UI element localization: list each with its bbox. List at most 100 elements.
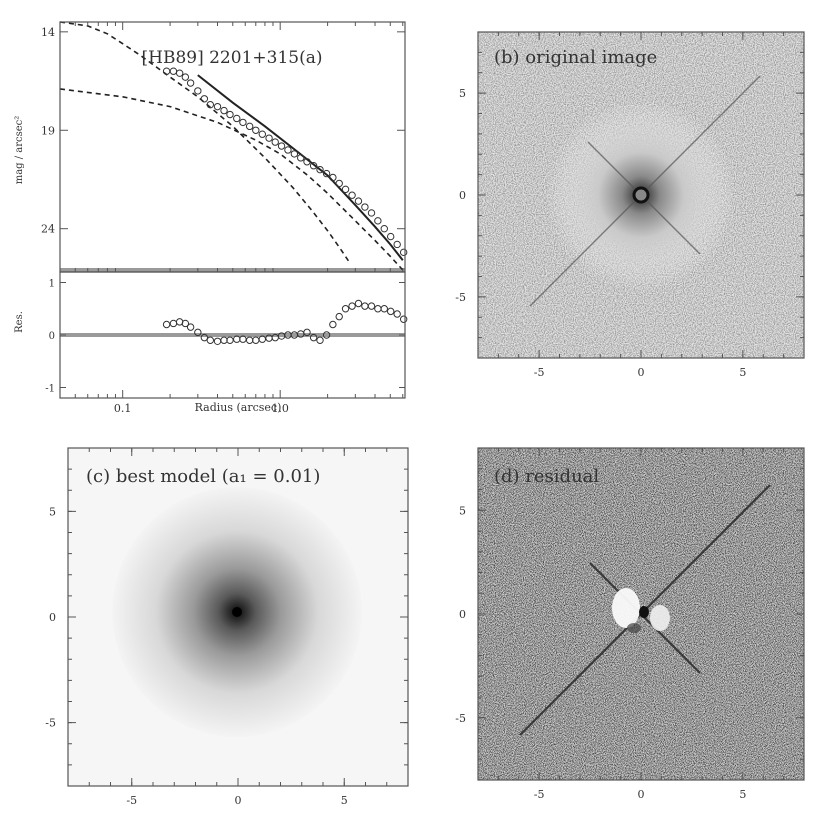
original-title: (b) original image xyxy=(494,47,657,68)
profile-data-point xyxy=(309,162,318,170)
residual-y-tick-label: 1 xyxy=(49,279,55,290)
profile-data-point xyxy=(245,122,254,131)
profile-data-point xyxy=(303,158,311,166)
profile-data-point xyxy=(380,224,388,233)
profile-component-curve xyxy=(59,21,352,265)
residual-data-point xyxy=(354,299,363,308)
residual-data-point xyxy=(341,305,350,313)
model-image xyxy=(68,448,408,786)
profile-component-curve xyxy=(59,88,404,271)
model-y-tick-label: 5 xyxy=(49,505,56,518)
profile-data-point xyxy=(175,69,184,77)
panel-original: (b) original image xyxy=(477,31,805,359)
profile-data-point xyxy=(316,165,324,174)
residual-data-point xyxy=(309,333,318,342)
tick-layer: 0.1 1.0 14 19 24 1 0 -1 -5 0 5 5 0 -5 -5 0 5 5 0 -5 -5 0 5 5 0 -5 xyxy=(41,22,805,807)
residual-x-tick-label: 0 xyxy=(638,788,645,801)
original-y-tick-label: 5 xyxy=(459,87,466,100)
profile-data-point xyxy=(322,169,331,178)
panel-profile: [HB89] 2201+315(a) Radius (arcsec) mag /… xyxy=(14,21,408,414)
profile-x-tick-label: 1.0 xyxy=(271,402,289,415)
residual-data-point xyxy=(316,336,324,344)
profile-data-point xyxy=(290,150,299,158)
model-x-tick-label: 5 xyxy=(341,794,348,807)
residual-data-point xyxy=(335,312,343,321)
profile-data-point xyxy=(200,95,209,103)
profile-data-point xyxy=(226,110,234,119)
original-x-tick-label: -5 xyxy=(534,366,545,379)
profile-x-tick-label: 0.1 xyxy=(114,402,132,415)
profile-data-point xyxy=(258,130,267,138)
residual-data-point xyxy=(200,333,209,342)
residual-data-point xyxy=(348,302,356,310)
profile-data-point xyxy=(220,106,228,115)
profile-data-point xyxy=(186,79,195,87)
residual-data-point xyxy=(226,336,234,344)
profile-data-point xyxy=(181,73,190,81)
profile-data-point xyxy=(329,173,337,182)
residual-data-point xyxy=(380,305,388,313)
profile-data-point xyxy=(271,138,279,146)
profile-data-point xyxy=(233,114,241,123)
residual-data-point xyxy=(367,302,376,310)
profile-xlabel: Radius (arcsec) xyxy=(195,401,282,414)
original-x-tick-label: 0 xyxy=(638,366,645,379)
residual-y-tick-label: 0 xyxy=(49,331,55,342)
original-image xyxy=(478,32,804,358)
profile-ylabel-top: mag / arcsec² xyxy=(14,116,25,185)
profile-data-point xyxy=(297,154,305,162)
model-x-tick-label: -5 xyxy=(126,794,137,807)
profile-y-tick-label: 14 xyxy=(41,26,55,39)
residual-y-tick-label: 5 xyxy=(459,504,466,517)
profile-data-point xyxy=(393,240,401,249)
original-x-tick-label: 5 xyxy=(739,366,746,379)
profile-data-point xyxy=(206,100,215,109)
residual-data-point xyxy=(181,319,190,328)
residual-title: (d) residual xyxy=(494,466,599,487)
model-y-tick-label: 0 xyxy=(49,611,56,624)
residual-data-point xyxy=(303,328,311,337)
original-y-tick-label: -5 xyxy=(455,291,466,304)
profile-data-point xyxy=(386,232,395,241)
residual-data-point xyxy=(393,310,401,318)
panel-residual: (d) residual xyxy=(477,447,805,781)
residual-data-point xyxy=(386,307,395,316)
residual-y-tick-label: 0 xyxy=(459,608,466,621)
panel-model: (c) best model (a₁ = 0.01) xyxy=(67,447,409,787)
residual-data-point xyxy=(186,323,195,331)
profile-data-point xyxy=(367,209,376,217)
original-y-tick-label: 0 xyxy=(459,189,466,202)
model-x-tick-label: 0 xyxy=(235,794,242,807)
residual-y-tick-label: -5 xyxy=(455,712,466,725)
profile-title: [HB89] 2201+315(a) xyxy=(142,48,323,68)
residual-y-tick-label: -1 xyxy=(45,384,55,395)
residual-image xyxy=(478,448,804,780)
residual-data-point xyxy=(322,331,331,339)
profile-data-point xyxy=(194,87,202,95)
profile-y-tick-label: 24 xyxy=(41,223,55,236)
residual-data-point xyxy=(329,320,337,329)
profile-total-model-curve xyxy=(197,74,404,261)
profile-data-point xyxy=(239,118,247,127)
residual-data-point xyxy=(206,336,215,344)
profile-y-tick-label: 19 xyxy=(41,124,55,137)
residual-data-point xyxy=(399,315,408,323)
profile-data-point xyxy=(399,248,408,257)
profile-data-point xyxy=(335,179,343,188)
profile-data-point xyxy=(284,146,292,154)
residual-data-point xyxy=(162,320,171,329)
profile-data-point xyxy=(361,203,369,211)
profile-data-point xyxy=(354,197,363,205)
profile-data-point xyxy=(341,185,350,194)
model-y-tick-label: -5 xyxy=(45,717,56,730)
profile-data-point xyxy=(252,126,260,134)
profile-data-point xyxy=(348,191,356,199)
model-title: (c) best model (a₁ = 0.01) xyxy=(86,466,320,487)
profile-ylabel-bottom: Res. xyxy=(14,311,25,333)
profile-data-point xyxy=(265,134,273,142)
residual-x-tick-label: 5 xyxy=(739,788,746,801)
residual-data-point xyxy=(194,328,202,337)
profile-data-point xyxy=(213,102,222,111)
profile-data-point xyxy=(277,142,286,150)
